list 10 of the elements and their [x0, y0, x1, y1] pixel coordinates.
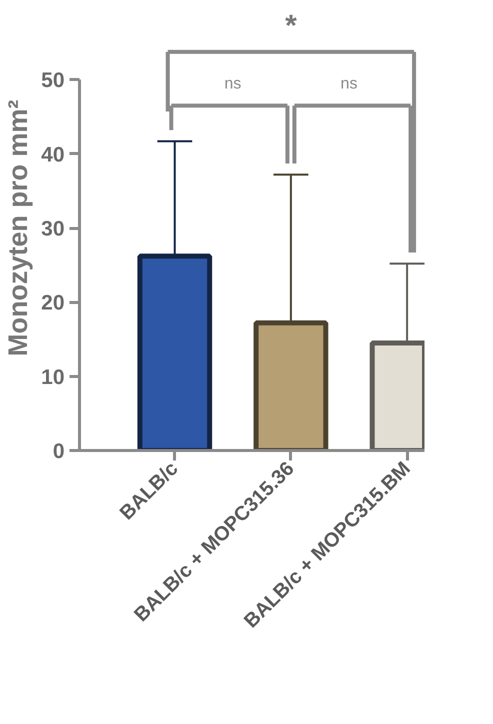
y-tick-label: 10 — [41, 366, 64, 389]
y-axis-title: Monozyten pro mm² — [3, 100, 34, 356]
annotation: ns — [224, 76, 242, 93]
y-tick-label: 20 — [41, 292, 64, 315]
y-tick-label: 50 — [41, 69, 64, 92]
annotation: ns — [340, 76, 358, 93]
y-tick-label: 0 — [52, 440, 65, 463]
y-tick-label: 30 — [41, 218, 64, 240]
text: * — [285, 10, 298, 43]
y-tick-label: 40 — [41, 143, 64, 166]
